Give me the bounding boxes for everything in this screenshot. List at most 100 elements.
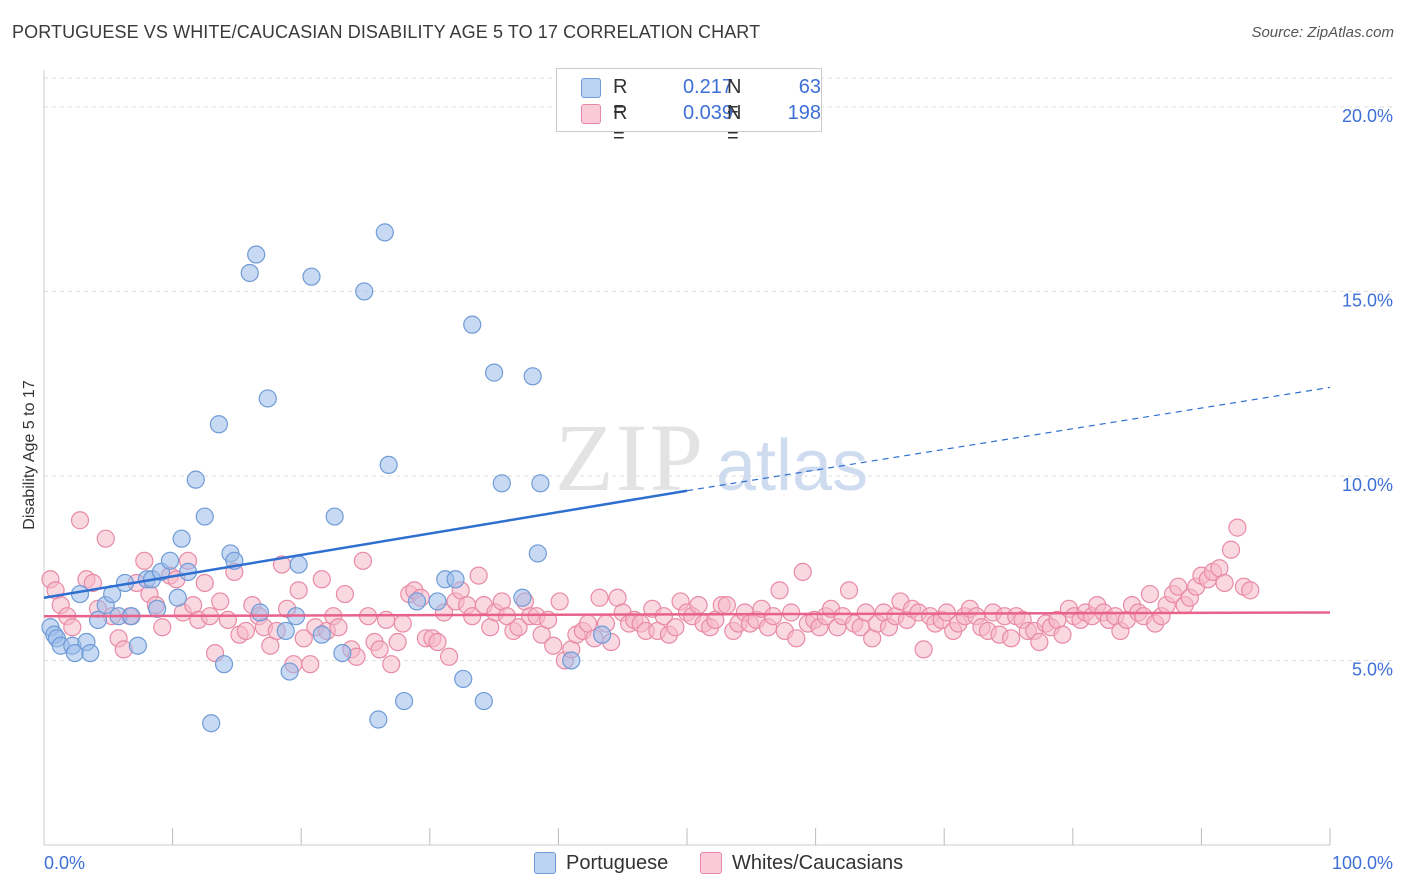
whites-point bbox=[1241, 581, 1260, 600]
portuguese-point bbox=[474, 691, 493, 711]
whites-point bbox=[914, 640, 933, 659]
portuguese-point bbox=[369, 710, 388, 729]
x-tick-label: 0.0% bbox=[44, 853, 85, 873]
whites-point bbox=[388, 632, 407, 652]
portuguese-legend-label: Portuguese bbox=[566, 852, 669, 874]
whites-legend-label: Whites/Caucasians bbox=[732, 852, 904, 874]
n-value: 198 bbox=[787, 102, 821, 124]
portuguese-legend-swatch bbox=[534, 852, 556, 874]
portuguese-point bbox=[258, 389, 277, 408]
portuguese-trend-extension bbox=[686, 386, 1331, 492]
whites-point bbox=[509, 618, 528, 637]
whites-point bbox=[654, 607, 673, 626]
portuguese-point bbox=[70, 584, 90, 604]
whites-point bbox=[83, 573, 102, 593]
portuguese-point bbox=[485, 363, 504, 382]
portuguese-point bbox=[375, 223, 394, 242]
portuguese-point bbox=[312, 625, 331, 644]
whites-legend-swatch bbox=[700, 852, 722, 874]
whites-point bbox=[353, 551, 373, 570]
portuguese-trend-line bbox=[43, 489, 688, 599]
whites-point bbox=[544, 636, 563, 655]
whites-point bbox=[218, 610, 237, 629]
whites-point bbox=[236, 621, 256, 641]
portuguese-point bbox=[276, 621, 295, 641]
whites-point bbox=[439, 647, 459, 666]
portuguese-point bbox=[289, 555, 308, 574]
portuguese-point bbox=[168, 588, 187, 607]
whites-point bbox=[1215, 573, 1234, 593]
portuguese-point bbox=[202, 714, 221, 733]
portuguese-point bbox=[593, 625, 612, 644]
whites-point bbox=[211, 592, 230, 611]
whites-point bbox=[856, 603, 875, 622]
whites-point bbox=[335, 584, 355, 604]
whites-point bbox=[1228, 518, 1247, 537]
source-label: Source: ZipAtlas.com bbox=[1251, 24, 1394, 41]
portuguese-point bbox=[454, 669, 473, 689]
watermark-atlas: atlas bbox=[716, 426, 868, 506]
portuguese-point bbox=[195, 507, 214, 526]
portuguese-point bbox=[325, 507, 344, 526]
whites-point bbox=[1030, 632, 1049, 652]
chart-title: PORTUGUESE VS WHITE/CAUCASIAN DISABILITY… bbox=[12, 22, 761, 42]
whites-point bbox=[312, 570, 331, 589]
portuguese-point bbox=[394, 691, 414, 711]
portuguese-point bbox=[562, 651, 581, 670]
whites-point bbox=[370, 640, 389, 659]
whites-point bbox=[590, 588, 609, 607]
whites-point bbox=[70, 511, 90, 530]
whites-point bbox=[428, 632, 447, 652]
y-tick-label: 20.0% bbox=[1342, 106, 1393, 126]
portuguese-point bbox=[407, 592, 427, 611]
whites-point bbox=[770, 581, 789, 600]
whites-point bbox=[550, 592, 569, 611]
portuguese-point bbox=[240, 263, 259, 283]
whites-point bbox=[329, 618, 348, 637]
portuguese-point bbox=[492, 474, 511, 493]
portuguese-point bbox=[355, 282, 374, 301]
whites-point bbox=[782, 603, 801, 622]
whites-point bbox=[839, 581, 859, 600]
portuguese-swatch bbox=[581, 78, 601, 98]
whites-point bbox=[96, 529, 115, 548]
y-axis-label: Disability Age 5 to 17 bbox=[21, 380, 38, 530]
whites-trend-line bbox=[43, 611, 1331, 618]
r-value: 0.217 bbox=[682, 76, 733, 98]
portuguese-point bbox=[531, 474, 550, 493]
portuguese-point bbox=[428, 592, 447, 611]
n-label: N = bbox=[727, 76, 742, 121]
portuguese-point bbox=[172, 529, 191, 548]
portuguese-point bbox=[186, 470, 205, 489]
y-tick-label: 5.0% bbox=[1352, 659, 1393, 679]
y-tick-label: 10.0% bbox=[1342, 475, 1393, 495]
y-tick-label: 15.0% bbox=[1342, 290, 1393, 310]
axis-layer: 5.0% 10.0% 15.0% 20.0% 0.0% 100.0% bbox=[43, 70, 1393, 873]
whites-point bbox=[717, 596, 736, 615]
whites-point bbox=[135, 551, 154, 570]
portuguese-point bbox=[148, 599, 167, 618]
whites-point bbox=[1140, 584, 1160, 604]
r-label: R = bbox=[613, 102, 628, 147]
portuguese-point bbox=[528, 544, 547, 563]
whites-point bbox=[1053, 625, 1072, 644]
portuguese-point bbox=[128, 636, 147, 655]
whites-point bbox=[793, 562, 812, 582]
portuguese-point bbox=[280, 662, 299, 681]
whites-point bbox=[195, 573, 214, 593]
whites-point bbox=[1001, 629, 1021, 648]
whites-point bbox=[1169, 577, 1188, 596]
whites-swatch bbox=[581, 104, 601, 124]
portuguese-point bbox=[523, 367, 542, 386]
whites-point bbox=[301, 655, 320, 674]
portuguese-point bbox=[214, 655, 234, 674]
whites-point bbox=[469, 566, 488, 585]
whites-point bbox=[294, 629, 313, 648]
whites-point bbox=[376, 610, 396, 629]
stats-legend: R = 0.217 N = 63 R = 0.039 N = 198 bbox=[556, 68, 822, 147]
r-value: 0.039 bbox=[682, 102, 733, 124]
watermark-zip: ZIP bbox=[555, 404, 705, 511]
n-value: 63 bbox=[798, 76, 821, 98]
trend-layer bbox=[43, 386, 1331, 618]
